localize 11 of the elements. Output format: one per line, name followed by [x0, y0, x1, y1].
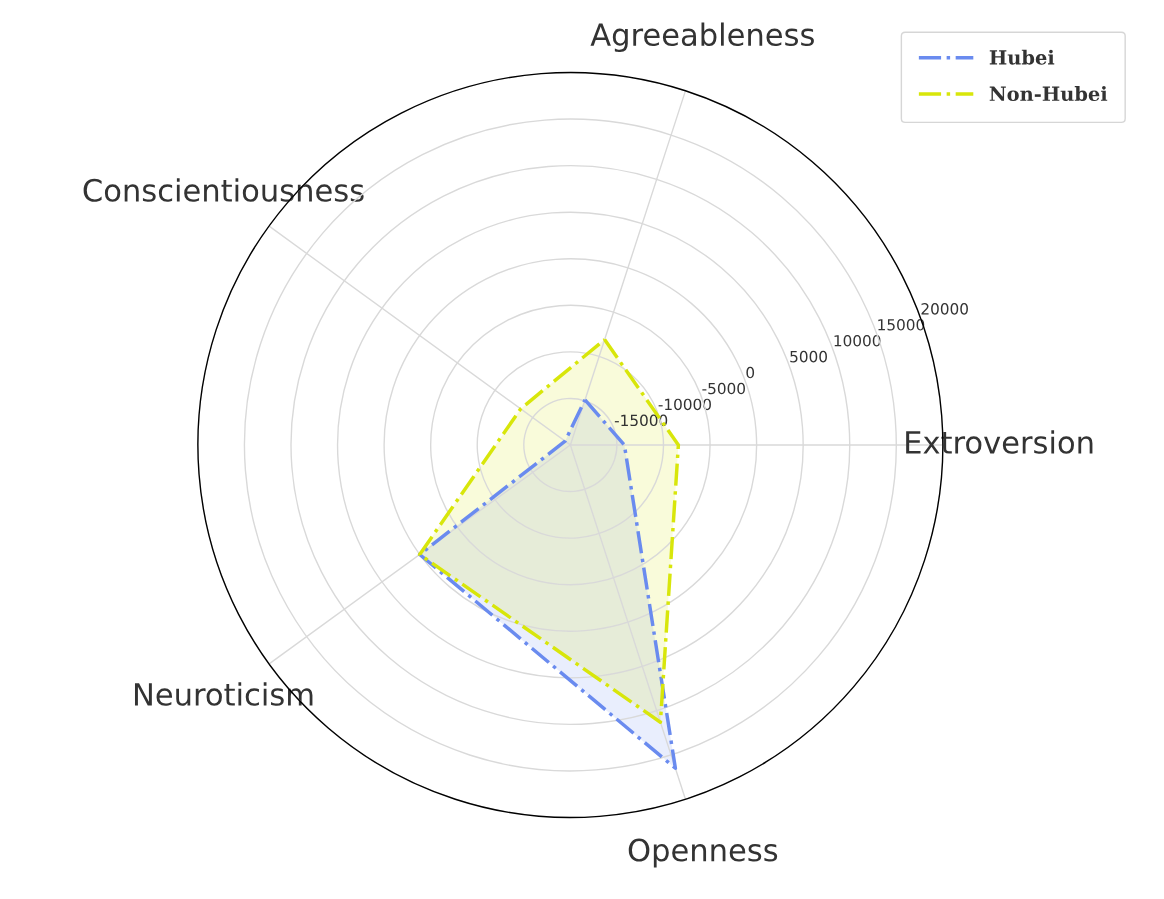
y-tick-label: -15000 [614, 414, 668, 427]
y-tick-label: 5000 [790, 350, 827, 363]
y-tick-label: 10000 [834, 334, 881, 347]
legend-label: Non-Hubei [989, 86, 1108, 102]
spoke-label: Agreeableness [590, 22, 814, 53]
y-tick-label: 0 [746, 366, 755, 379]
y-tick-label: -10000 [658, 398, 711, 411]
y-tick-label: 20000 [921, 303, 968, 315]
spoke-label: Openness [628, 838, 778, 868]
y-tick-label: -5000 [702, 382, 745, 395]
legend-label: Hubei [989, 49, 1055, 65]
